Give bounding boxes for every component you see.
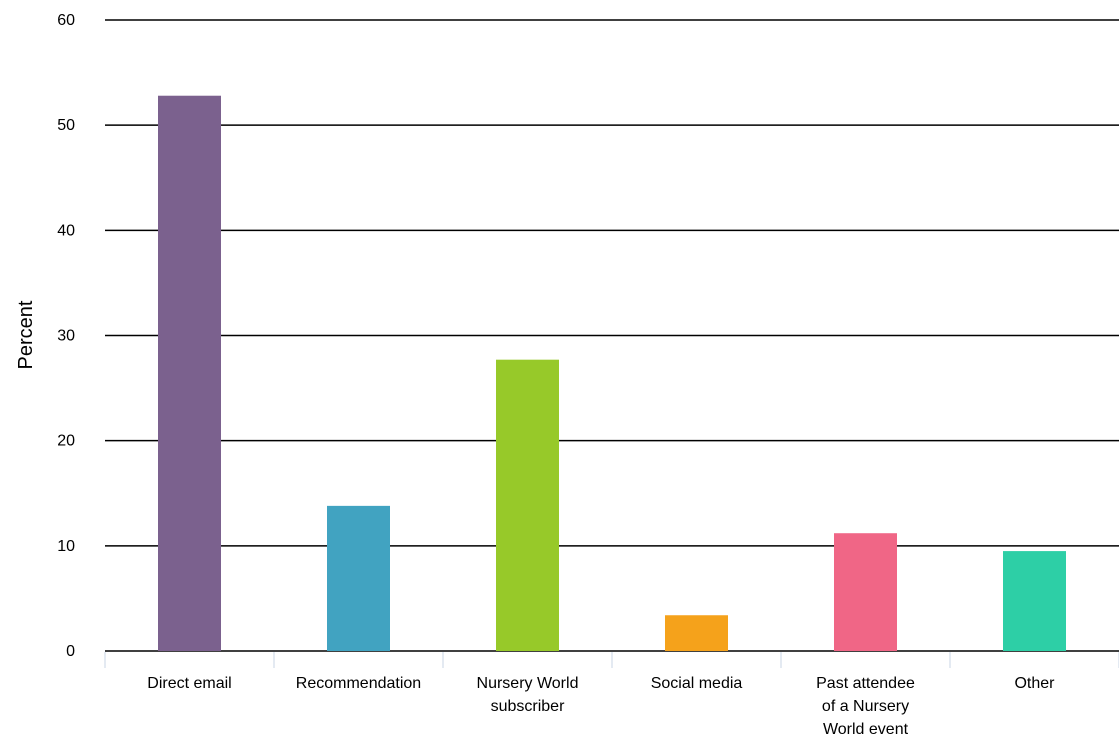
x-tick-label: Past attendee of a Nursery World event (816, 675, 915, 738)
x-tick-label: Other (1014, 675, 1055, 692)
y-axis-ticks: 0 10 20 30 40 50 60 (57, 12, 75, 660)
x-tick-label-line: World event (823, 721, 909, 738)
bar (158, 95, 221, 652)
x-tick-label-line: Nursery World (477, 675, 579, 692)
bar (1003, 551, 1066, 651)
bar (327, 505, 390, 651)
y-tick-label: 0 (66, 643, 75, 660)
bar (496, 359, 559, 651)
x-tick-label-line: Other (1014, 675, 1055, 692)
x-tick-label-line: of a Nursery (822, 698, 909, 715)
x-tick-label: Social media (651, 675, 743, 692)
x-tick-label-line: Past attendee (816, 675, 915, 692)
x-axis: Direct email Recommendation Nursery World s… (104, 652, 1119, 738)
gridlines (105, 19, 1119, 652)
x-tick-label-line: Recommendation (296, 675, 421, 692)
y-tick-label: 30 (57, 328, 75, 345)
y-tick-label: 60 (57, 12, 75, 29)
x-tick-label-line: Direct email (147, 675, 231, 692)
x-tick-label: Direct email (147, 675, 231, 692)
bar (665, 615, 728, 651)
y-tick-label: 10 (57, 538, 75, 555)
x-tick-label-line: Social media (651, 675, 743, 692)
y-axis-title: Percent (15, 300, 37, 369)
x-tick-label: Recommendation (296, 675, 421, 692)
y-tick-label: 40 (57, 222, 75, 239)
y-tick-label: 20 (57, 433, 75, 450)
x-tick-label-line: subscriber (491, 698, 565, 715)
x-tick-label: Nursery World subscriber (477, 675, 579, 715)
y-tick-label: 50 (57, 117, 75, 134)
bars (158, 95, 1066, 652)
bar (834, 533, 897, 651)
